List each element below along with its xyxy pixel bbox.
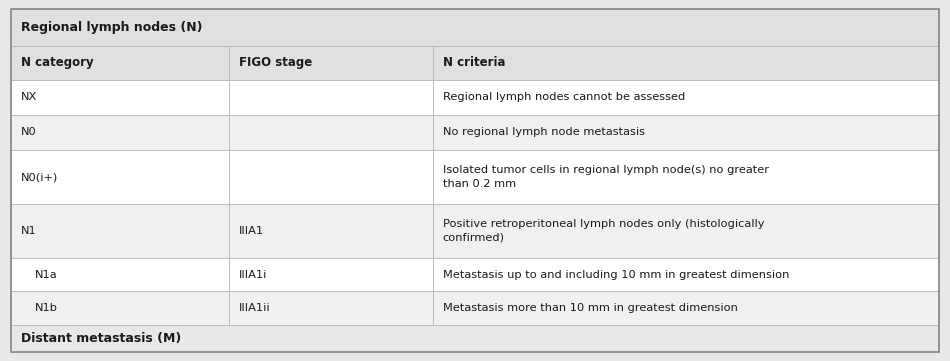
- Text: N1a: N1a: [35, 270, 58, 279]
- Bar: [11, 325, 939, 352]
- Text: Metastasis up to and including 10 mm in greatest dimension: Metastasis up to and including 10 mm in …: [443, 270, 789, 279]
- Text: N0: N0: [21, 127, 37, 138]
- Text: IIIA1ii: IIIA1ii: [238, 303, 271, 313]
- Text: N criteria: N criteria: [443, 56, 505, 69]
- Text: NX: NX: [21, 92, 37, 102]
- Bar: [11, 79, 939, 115]
- Bar: [11, 204, 939, 258]
- Text: IIIA1i: IIIA1i: [238, 270, 267, 279]
- Text: than 0.2 mm: than 0.2 mm: [443, 179, 516, 189]
- Bar: [11, 150, 939, 204]
- Text: Isolated tumor cells in regional lymph node(s) no greater: Isolated tumor cells in regional lymph n…: [443, 165, 769, 175]
- Text: confirmed): confirmed): [443, 233, 504, 243]
- Bar: [11, 46, 939, 79]
- Bar: [11, 115, 939, 150]
- Text: N1: N1: [21, 226, 37, 236]
- Text: N1b: N1b: [35, 303, 58, 313]
- Text: Regional lymph nodes cannot be assessed: Regional lymph nodes cannot be assessed: [443, 92, 685, 102]
- Text: FIGO stage: FIGO stage: [238, 56, 312, 69]
- Text: Regional lymph nodes (N): Regional lymph nodes (N): [21, 21, 202, 34]
- Text: Distant metastasis (M): Distant metastasis (M): [21, 332, 181, 345]
- Bar: [11, 258, 939, 291]
- Text: No regional lymph node metastasis: No regional lymph node metastasis: [443, 127, 645, 138]
- Text: N0(i+): N0(i+): [21, 172, 58, 182]
- Text: Metastasis more than 10 mm in greatest dimension: Metastasis more than 10 mm in greatest d…: [443, 303, 737, 313]
- Bar: [11, 291, 939, 325]
- Bar: [11, 9, 939, 46]
- Text: IIIA1: IIIA1: [238, 226, 264, 236]
- Text: Positive retroperitoneal lymph nodes only (histologically: Positive retroperitoneal lymph nodes onl…: [443, 219, 765, 229]
- Text: N category: N category: [21, 56, 93, 69]
